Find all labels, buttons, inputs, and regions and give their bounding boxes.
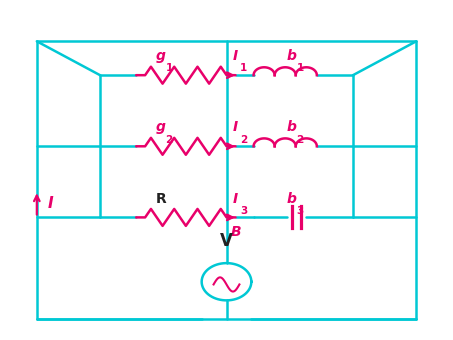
Text: b: b — [287, 120, 297, 134]
Text: 1: 1 — [240, 64, 247, 73]
Text: B: B — [230, 225, 241, 239]
Text: 2: 2 — [240, 135, 247, 144]
Text: V: V — [220, 232, 233, 250]
Text: 1: 1 — [165, 64, 173, 73]
Text: I: I — [233, 191, 238, 206]
Text: b: b — [287, 191, 297, 206]
Text: 3: 3 — [240, 206, 247, 216]
Text: I: I — [48, 197, 54, 211]
Text: g: g — [156, 49, 166, 63]
Text: I: I — [233, 120, 238, 134]
Text: 3: 3 — [296, 206, 304, 216]
Text: 1: 1 — [296, 64, 304, 73]
Text: I: I — [233, 49, 238, 63]
Text: 2: 2 — [165, 135, 173, 144]
Text: 2: 2 — [296, 135, 304, 144]
Text: b: b — [287, 49, 297, 63]
Text: g: g — [156, 120, 166, 134]
Text: R: R — [156, 191, 166, 206]
